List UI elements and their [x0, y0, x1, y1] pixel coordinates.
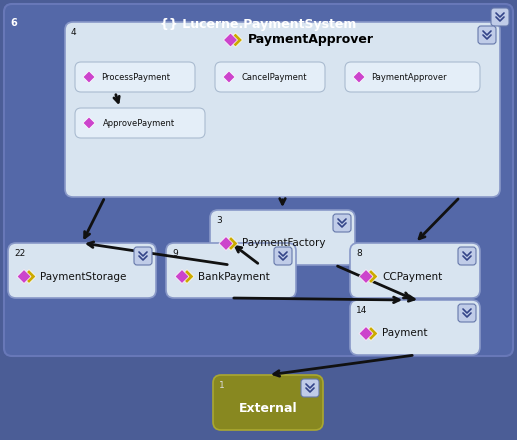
Polygon shape	[359, 326, 373, 341]
Text: Payment: Payment	[382, 329, 428, 338]
FancyBboxPatch shape	[458, 247, 476, 265]
FancyBboxPatch shape	[350, 300, 480, 355]
FancyBboxPatch shape	[166, 243, 296, 298]
FancyBboxPatch shape	[213, 375, 323, 430]
FancyBboxPatch shape	[491, 8, 509, 26]
Text: External: External	[239, 402, 297, 415]
Text: CancelPayment: CancelPayment	[241, 73, 307, 81]
Text: {} Lucerne.PaymentSystem: {} Lucerne.PaymentSystem	[160, 18, 357, 31]
FancyBboxPatch shape	[350, 243, 480, 298]
Text: ProcessPayment: ProcessPayment	[101, 73, 170, 81]
Polygon shape	[219, 236, 233, 250]
FancyBboxPatch shape	[301, 379, 319, 397]
FancyBboxPatch shape	[75, 62, 195, 92]
FancyBboxPatch shape	[345, 62, 480, 92]
Text: 8: 8	[356, 249, 362, 258]
Polygon shape	[359, 269, 373, 283]
FancyBboxPatch shape	[75, 108, 205, 138]
Polygon shape	[364, 326, 378, 341]
Polygon shape	[83, 71, 95, 83]
FancyBboxPatch shape	[333, 214, 351, 232]
FancyBboxPatch shape	[8, 243, 156, 298]
Text: PaymentApprover: PaymentApprover	[248, 33, 373, 47]
Text: 14: 14	[356, 306, 368, 315]
FancyBboxPatch shape	[4, 4, 513, 356]
Text: PaymentFactory: PaymentFactory	[242, 238, 326, 249]
Polygon shape	[364, 269, 378, 283]
FancyBboxPatch shape	[134, 247, 152, 265]
FancyBboxPatch shape	[210, 210, 355, 265]
Text: 3: 3	[216, 216, 222, 225]
FancyBboxPatch shape	[274, 247, 292, 265]
Text: CCPayment: CCPayment	[382, 271, 442, 282]
Polygon shape	[353, 71, 365, 83]
Text: 4: 4	[71, 28, 77, 37]
FancyBboxPatch shape	[458, 304, 476, 322]
Polygon shape	[229, 33, 242, 47]
Text: ApprovePayment: ApprovePayment	[103, 118, 175, 128]
Polygon shape	[175, 269, 189, 283]
Polygon shape	[83, 117, 95, 129]
Text: 1: 1	[219, 381, 225, 390]
FancyBboxPatch shape	[65, 22, 500, 197]
Polygon shape	[22, 269, 36, 283]
Text: PaymentApprover: PaymentApprover	[371, 73, 447, 81]
Polygon shape	[223, 71, 235, 83]
Polygon shape	[223, 33, 237, 47]
FancyBboxPatch shape	[215, 62, 325, 92]
Text: 22: 22	[14, 249, 25, 258]
Text: 9: 9	[172, 249, 178, 258]
Polygon shape	[180, 269, 194, 283]
Polygon shape	[224, 236, 238, 250]
Text: BankPayment: BankPayment	[198, 271, 270, 282]
Text: 6: 6	[10, 18, 17, 28]
Text: PaymentStorage: PaymentStorage	[40, 271, 126, 282]
FancyBboxPatch shape	[478, 26, 496, 44]
Polygon shape	[17, 269, 31, 283]
